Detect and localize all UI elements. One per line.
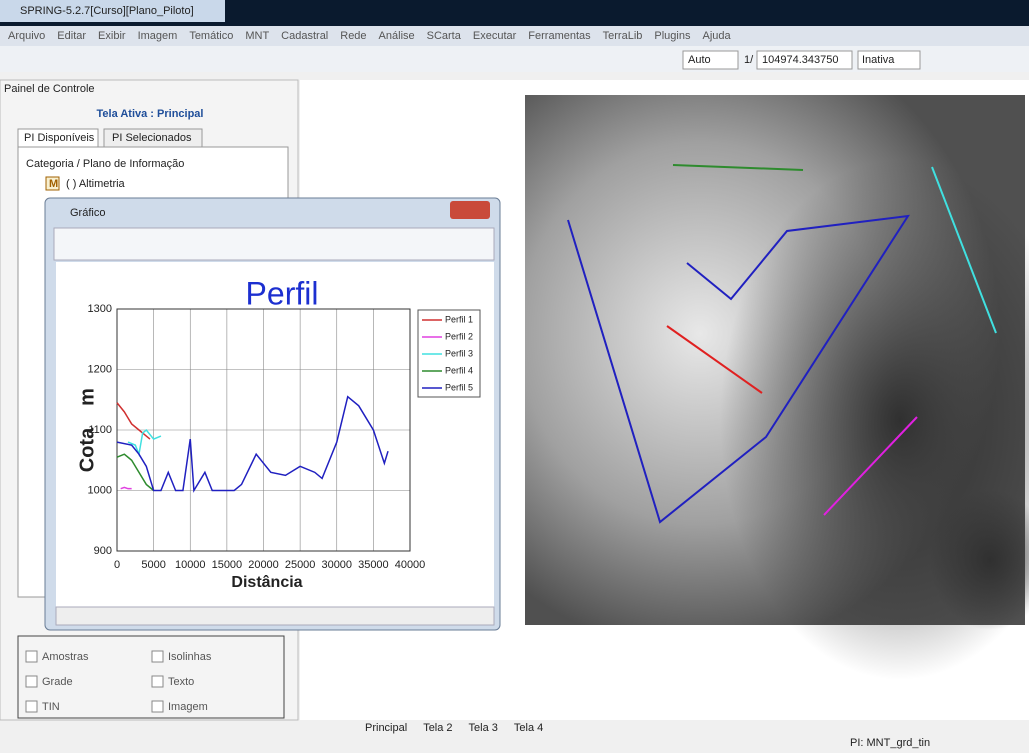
scale-mode: Auto bbox=[688, 54, 711, 66]
x-axis-label: Distância bbox=[231, 574, 302, 591]
view-tab[interactable]: Tela 2 bbox=[423, 722, 452, 734]
menu-item[interactable]: Exibir bbox=[98, 30, 126, 42]
y-tick-label: 1000 bbox=[88, 484, 112, 496]
x-tick-label: 35000 bbox=[358, 559, 389, 571]
option-label: Grade bbox=[42, 676, 73, 688]
checkbox[interactable] bbox=[151, 675, 164, 688]
legend-label: Perfil 4 bbox=[445, 365, 473, 375]
menu-item[interactable]: Plugins bbox=[654, 30, 691, 42]
status: PI: MNT_grd_tin bbox=[850, 737, 930, 749]
checkbox[interactable] bbox=[151, 650, 164, 663]
options-box bbox=[17, 635, 285, 719]
legend-label: Perfil 2 bbox=[445, 331, 473, 341]
category-icon: M bbox=[49, 178, 58, 190]
profile-line bbox=[672, 164, 804, 171]
x-tick-label: 0 bbox=[114, 559, 120, 571]
menu-bar bbox=[0, 26, 1029, 46]
x-tick-label: 30000 bbox=[321, 559, 352, 571]
option-label: TIN bbox=[42, 701, 60, 713]
scale-mode-box[interactable] bbox=[682, 50, 739, 70]
legend-label: Perfil 3 bbox=[445, 348, 473, 358]
checkbox[interactable] bbox=[151, 700, 164, 713]
menu-item[interactable]: Executar bbox=[473, 30, 517, 42]
menu-item[interactable]: Cadastral bbox=[281, 30, 328, 42]
x-tick-label: 15000 bbox=[212, 559, 243, 571]
scale: 104974.343750 bbox=[762, 54, 838, 66]
scale-prefix: 1/ bbox=[744, 54, 754, 66]
menu-item[interactable]: SCarta bbox=[427, 30, 462, 42]
category: ( ) Altimetria bbox=[66, 178, 126, 190]
mode: Inativa bbox=[862, 54, 895, 66]
y-tick-label: 900 bbox=[94, 545, 112, 557]
status-strip bbox=[55, 606, 495, 626]
checkbox[interactable] bbox=[25, 700, 38, 713]
menu-item[interactable]: Temático bbox=[189, 30, 233, 42]
chart-title: Perfil bbox=[246, 275, 319, 311]
legend-label: Perfil 1 bbox=[445, 314, 473, 324]
option-label: Amostras bbox=[42, 651, 89, 663]
scale-box[interactable] bbox=[756, 50, 853, 70]
y-axis-label: Cota bbox=[76, 427, 98, 472]
menu-item[interactable]: TerraLib bbox=[603, 30, 643, 42]
tree-header: Categoria / Plano de Informação bbox=[26, 158, 184, 170]
profile-line bbox=[931, 166, 997, 334]
view-tab[interactable]: Principal bbox=[365, 722, 407, 734]
valley bbox=[930, 490, 1029, 630]
menu-item[interactable]: Análise bbox=[379, 30, 415, 42]
option-label: Isolinhas bbox=[168, 651, 212, 663]
profile-line bbox=[823, 416, 918, 516]
y-tick-label: 1300 bbox=[88, 303, 112, 315]
x-tick-label: 20000 bbox=[248, 559, 279, 571]
graph-title: Gráfico bbox=[70, 207, 105, 219]
close-button[interactable] bbox=[450, 201, 490, 219]
y-tick-label: 1200 bbox=[88, 363, 112, 375]
series-line bbox=[120, 486, 132, 490]
plot-frame bbox=[116, 308, 411, 552]
panel-title: Painel de Controle bbox=[4, 83, 95, 95]
window-title: SPRING-5.2.7[Curso][Plano_Piloto] bbox=[20, 5, 194, 17]
y-axis-unit: m bbox=[76, 388, 98, 406]
menu-item[interactable]: Editar bbox=[57, 30, 86, 42]
menu-item[interactable]: Arquivo bbox=[8, 30, 45, 42]
series-line bbox=[116, 453, 155, 492]
option-label: Texto bbox=[168, 676, 194, 688]
menu-item[interactable]: MNT bbox=[245, 30, 269, 42]
menu-item[interactable]: Rede bbox=[340, 30, 366, 42]
x-tick-label: 40000 bbox=[395, 559, 426, 571]
menu-item[interactable]: Imagem bbox=[138, 30, 178, 42]
series-line bbox=[127, 428, 162, 457]
y-tick-label: 1100 bbox=[88, 424, 112, 436]
graph-toolbar bbox=[53, 227, 495, 261]
active-screen: Tela Ativa : Principal bbox=[97, 108, 204, 120]
view-tab[interactable]: Tela 4 bbox=[514, 722, 543, 734]
menu-item[interactable]: Ajuda bbox=[702, 30, 731, 42]
series-line bbox=[116, 395, 389, 493]
x-tick-label: 10000 bbox=[175, 559, 206, 571]
series-line bbox=[116, 402, 151, 440]
menu-item[interactable]: Ferramentas bbox=[528, 30, 591, 42]
profile-line bbox=[666, 325, 763, 394]
view-tab[interactable]: Tela 3 bbox=[469, 722, 498, 734]
profile-line bbox=[567, 214, 910, 524]
tab-label: PI Selecionados bbox=[112, 132, 192, 144]
tab-label: PI Disponíveis bbox=[24, 132, 95, 144]
checkbox[interactable] bbox=[25, 650, 38, 663]
x-tick-label: 5000 bbox=[141, 559, 165, 571]
option-label: Imagem bbox=[168, 701, 208, 713]
legend-label: Perfil 5 bbox=[445, 382, 473, 392]
x-tick-label: 25000 bbox=[285, 559, 316, 571]
mode-box[interactable] bbox=[857, 50, 921, 70]
title-tab bbox=[0, 0, 225, 22]
category-icon-box bbox=[45, 176, 60, 191]
checkbox[interactable] bbox=[25, 675, 38, 688]
